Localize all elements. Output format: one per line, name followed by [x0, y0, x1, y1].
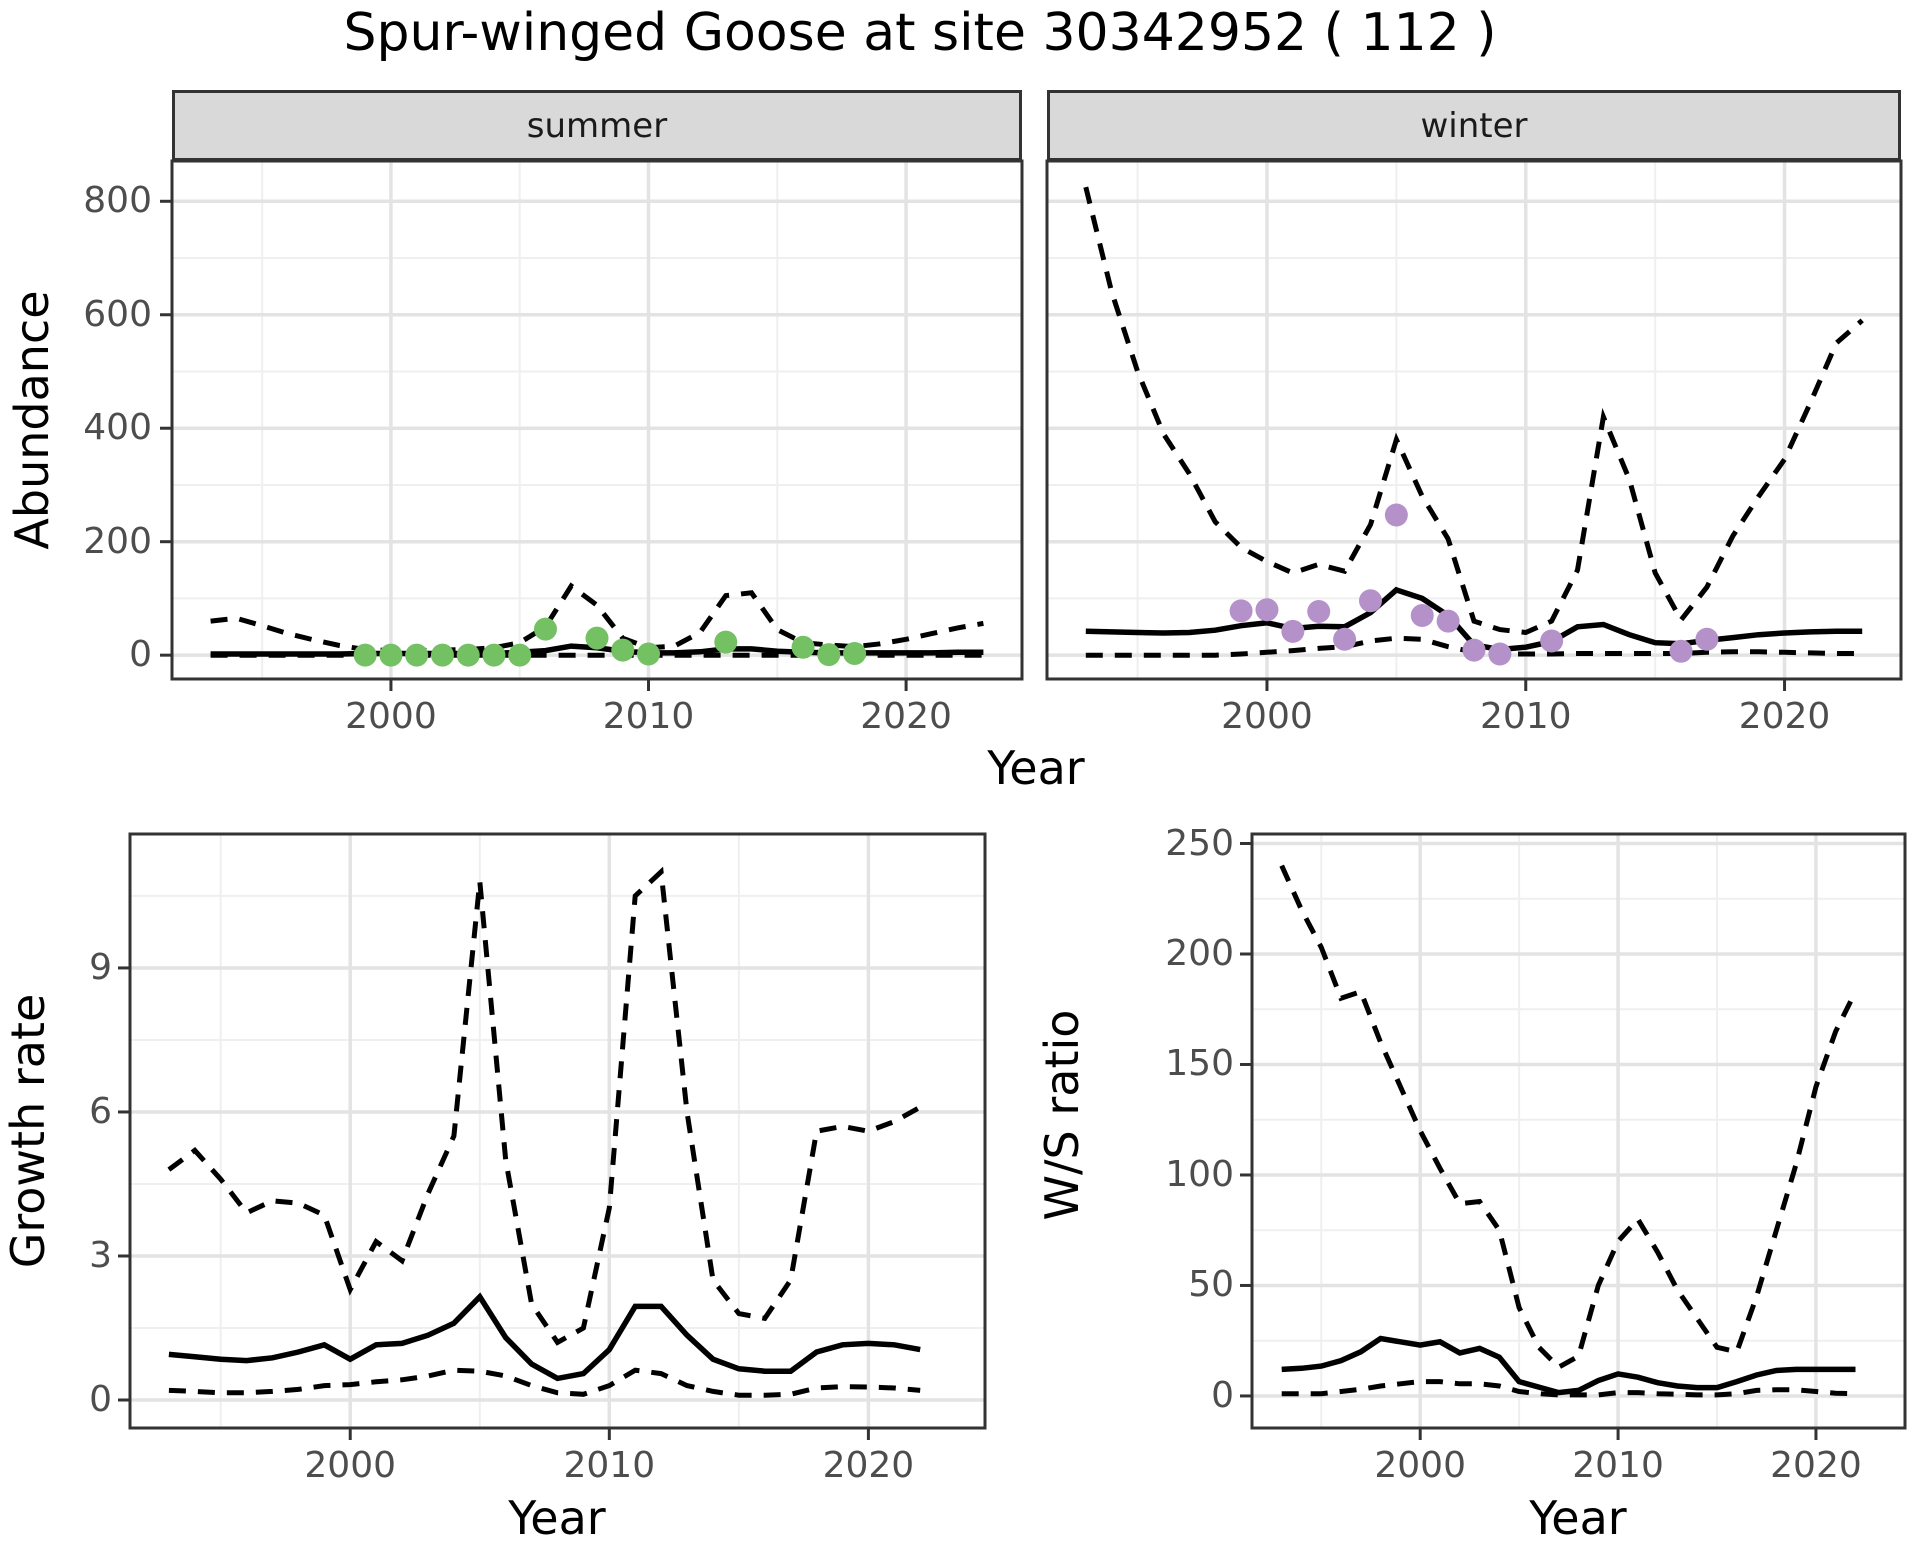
- observation-point: [1384, 503, 1408, 527]
- observation-point: [1255, 598, 1279, 622]
- observation-point: [482, 643, 506, 667]
- lower-ci-line: [168, 1367, 921, 1398]
- panel-abundance-summer: [160, 159, 1024, 691]
- observation-point: [1307, 599, 1331, 623]
- panel-abundance-winter: [1045, 159, 1903, 691]
- figure-title: Spur-winged Goose at site 30342952 ( 112…: [343, 3, 1497, 63]
- observation-point: [430, 643, 454, 667]
- panel-growth-rate: [118, 832, 987, 1440]
- facet-strip-winter: winter: [1047, 90, 1901, 161]
- facet-strip-winter-label: winter: [1420, 105, 1528, 146]
- observation-point: [791, 635, 815, 659]
- x-tick-label: 2000: [1221, 696, 1313, 737]
- observation-point: [508, 643, 532, 667]
- x-axis-title-growth: Year: [508, 1491, 606, 1545]
- y-tick-label: 150: [1165, 1043, 1234, 1085]
- observation-point: [533, 617, 557, 641]
- x-tick-label: 2000: [304, 1445, 397, 1486]
- x-tick-label: 2020: [1738, 696, 1831, 737]
- observation-point: [817, 643, 841, 667]
- x-axis-title-ws: Year: [1529, 1491, 1627, 1545]
- observation-point: [1695, 627, 1719, 651]
- y-tick-label: 0: [1211, 1374, 1234, 1416]
- upper-ci-line: [1083, 186, 1864, 636]
- observation-point: [611, 638, 635, 662]
- lower-ci-line: [1281, 1379, 1856, 1398]
- x-tick-label: 2010: [563, 1445, 656, 1486]
- observation-point: [637, 642, 661, 666]
- observation-point: [1436, 609, 1460, 633]
- x-tick-label: 2020: [1770, 1445, 1862, 1486]
- observation-point: [843, 641, 867, 665]
- observation-point: [1540, 629, 1564, 653]
- observation-point: [1358, 589, 1382, 613]
- y-tick-label: 250: [1165, 822, 1234, 864]
- x-axis-title-top: Year: [987, 741, 1085, 795]
- x-tick-label: 2000: [345, 696, 437, 737]
- y-tick-label: 400: [83, 407, 152, 449]
- mean-line: [168, 1292, 921, 1382]
- x-tick-label: 2020: [822, 1445, 915, 1486]
- x-tick-label: 2010: [1479, 696, 1572, 737]
- observation-point: [1669, 639, 1693, 663]
- observation-point: [585, 626, 609, 650]
- observation-point: [353, 643, 377, 667]
- mean-line: [1281, 1335, 1856, 1396]
- x-tick-label: 2000: [1374, 1445, 1466, 1486]
- y-tick-label: 3: [89, 1234, 112, 1276]
- facet-strip-summer: summer: [172, 90, 1022, 161]
- y-tick-label: 9: [89, 946, 112, 988]
- y-tick-label: 0: [129, 634, 152, 676]
- y-tick-label: 50: [1188, 1264, 1234, 1306]
- y-tick-label: 200: [83, 520, 152, 562]
- y-tick-label: 600: [83, 293, 152, 335]
- y-tick-label: 100: [1165, 1153, 1234, 1195]
- upper-ci-line: [167, 866, 922, 1346]
- y-tick-label: 6: [89, 1090, 112, 1132]
- x-tick-label: 2010: [602, 696, 695, 737]
- observation-point: [714, 630, 738, 654]
- facet-strip-summer-label: summer: [526, 105, 668, 146]
- x-tick-label: 2020: [860, 696, 952, 737]
- upper-ci-line: [210, 582, 984, 654]
- panel-ws-ratio: [1240, 832, 1907, 1440]
- y-tick-label: 200: [1165, 932, 1234, 974]
- observation-point: [1410, 603, 1434, 627]
- observation-point: [379, 643, 403, 667]
- y-axis-title-ws-ratio: W/S ratio: [1035, 1009, 1089, 1221]
- x-tick-label: 2010: [1572, 1445, 1664, 1486]
- observation-point: [1333, 627, 1357, 651]
- observation-point: [1281, 619, 1305, 643]
- observation-point: [1488, 642, 1512, 666]
- y-tick-label: 0: [89, 1379, 112, 1420]
- observation-point: [1229, 599, 1253, 623]
- observation-point: [456, 643, 480, 667]
- y-tick-label: 800: [83, 180, 152, 222]
- observation-point: [405, 643, 429, 667]
- observation-point: [1462, 638, 1486, 662]
- upper-ci-line: [1279, 864, 1858, 1371]
